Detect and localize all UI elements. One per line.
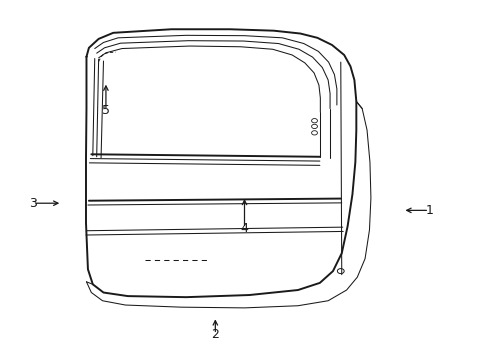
- Text: 5: 5: [102, 104, 110, 117]
- Text: 1: 1: [425, 204, 432, 217]
- Text: 2: 2: [211, 328, 219, 341]
- Text: 3: 3: [29, 197, 37, 210]
- Text: 4: 4: [240, 222, 248, 235]
